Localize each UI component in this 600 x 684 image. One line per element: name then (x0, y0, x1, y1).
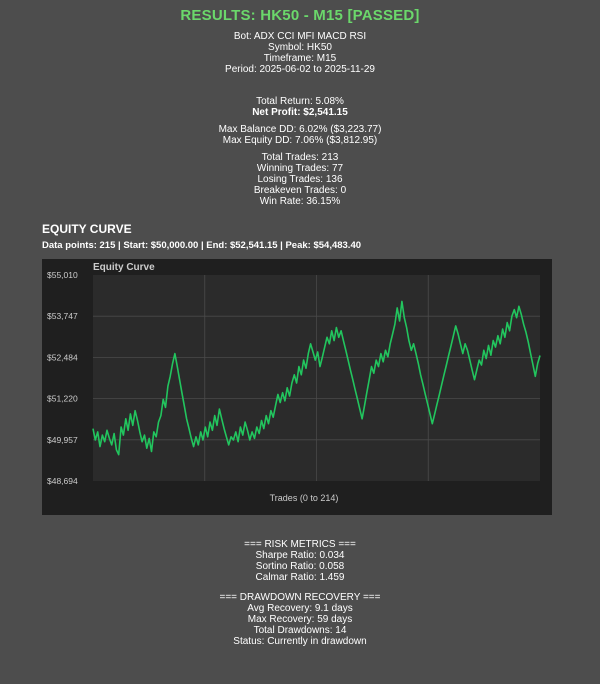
y-tick-label: $52,484 (47, 352, 78, 362)
y-tick-label: $55,010 (47, 270, 78, 280)
win-rate: Win Rate: 36.15% (259, 196, 341, 207)
equity-curve-heading: EQUITY CURVE (42, 222, 132, 236)
winning-trades: Winning Trades: 77 (256, 163, 344, 174)
chart-title: Equity Curve (93, 262, 155, 273)
max-recovery: Max Recovery: 59 days (247, 614, 353, 625)
y-tick-label: $51,220 (47, 394, 78, 404)
run-info-block: Bot: ADX CCI MFI MACD RSI Symbol: HK50 T… (0, 31, 600, 75)
trades-block: Total Trades: 213 Winning Trades: 77 Los… (0, 152, 600, 207)
drawdown-recovery-header: === DRAWDOWN RECOVERY === (219, 592, 381, 603)
y-axis-ticks: $48,694 $49,957 $51,220 $52,484 $53,747 $55,0… (47, 270, 78, 486)
equity-summary-line: Data points: 215 | Start: $50,000.00 | E… (42, 240, 362, 251)
risk-metrics-block: === RISK METRICS === Sharpe Ratio: 0.034… (0, 539, 600, 583)
sortino-ratio: Sortino Ratio: 0.058 (255, 561, 345, 572)
max-balance-dd: Max Balance DD: 6.02% ($3,223.77) (218, 124, 382, 135)
sharpe-ratio: Sharpe Ratio: 0.034 (255, 550, 345, 561)
timeframe: Timeframe: M15 (263, 53, 337, 64)
avg-recovery: Avg Recovery: 9.1 days (247, 603, 353, 614)
period: Period: 2025-06-02 to 2025-11-29 (225, 64, 375, 75)
equity-chart: $48,694 $49,957 $51,220 $52,484 $53,747 $55,0… (47, 262, 541, 503)
x-axis-label: Trades (0 to 214) (270, 493, 339, 503)
total-drawdowns: Total Drawdowns: 14 (253, 625, 347, 636)
total-trades: Total Trades: 213 (261, 152, 339, 163)
y-tick-label: $48,694 (47, 476, 78, 486)
drawdown-recovery-block: === DRAWDOWN RECOVERY === Avg Recovery: … (0, 592, 600, 647)
y-tick-label: $53,747 (47, 311, 78, 321)
equity-series-line (92, 300, 541, 456)
y-tick-label: $49,957 (47, 435, 78, 445)
drawdown-block: Max Balance DD: 6.02% ($3,223.77) Max Eq… (0, 124, 600, 146)
results-title: RESULTS: HK50 - M15 [PASSED] (180, 7, 420, 24)
risk-metrics-header: === RISK METRICS === (244, 539, 356, 550)
max-equity-dd: Max Equity DD: 7.06% ($3,812.95) (222, 135, 378, 146)
net-profit: Net Profit: $2,541.15 (252, 107, 348, 118)
returns-block: Total Return: 5.08% Net Profit: $2,541.1… (0, 96, 600, 118)
equity-chart-panel: $48,694 $49,957 $51,220 $52,484 $53,747 $55,0… (42, 259, 552, 515)
vertical-grid (204, 275, 429, 481)
losing-trades: Losing Trades: 136 (257, 174, 343, 185)
drawdown-status: Status: Currently in drawdown (233, 636, 367, 647)
bot-name: Bot: ADX CCI MFI MACD RSI (233, 31, 367, 42)
total-return: Total Return: 5.08% (256, 96, 344, 107)
calmar-ratio: Calmar Ratio: 1.459 (255, 572, 345, 583)
symbol: Symbol: HK50 (268, 42, 332, 53)
breakeven-trades: Breakeven Trades: 0 (253, 185, 347, 196)
